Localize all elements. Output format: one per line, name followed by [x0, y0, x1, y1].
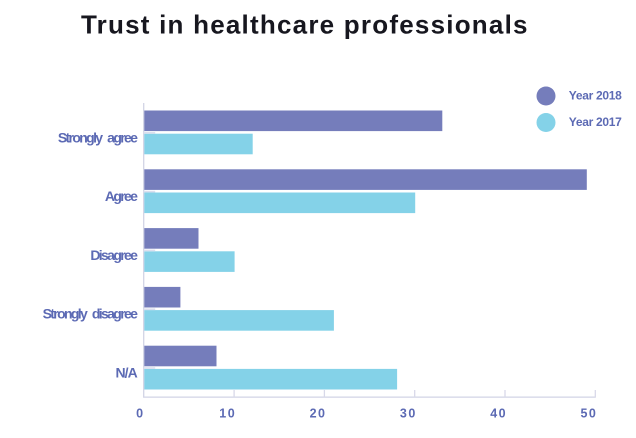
svg-text:N/A: N/A [115, 365, 137, 381]
svg-text:Trust in healthcare profession: Trust in healthcare professionals [81, 10, 529, 40]
svg-text:20: 20 [310, 407, 327, 421]
svg-text:Disagree: Disagree [90, 247, 138, 263]
svg-text:Year 2018: Year 2018 [569, 89, 622, 103]
svg-text:0: 0 [136, 407, 144, 421]
svg-text:Agree: Agree [105, 188, 138, 204]
svg-text:Strongly agree: Strongly agree [58, 129, 138, 145]
svg-text:Year 2017: Year 2017 [569, 115, 622, 129]
svg-text:50: 50 [580, 407, 597, 421]
svg-text:40: 40 [490, 407, 507, 421]
svg-text:30: 30 [400, 407, 417, 421]
svg-text:10: 10 [219, 407, 236, 421]
svg-text:Strongly disagree: Strongly disagree [43, 306, 139, 322]
